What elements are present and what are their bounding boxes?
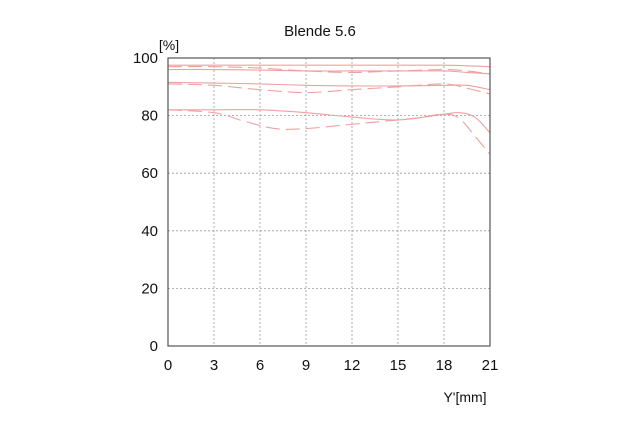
series-line-4 (167, 81, 491, 91)
y-axis-label: [%] (159, 37, 179, 53)
series-line-5 (167, 83, 491, 95)
grid (168, 58, 490, 346)
series-line-3 (167, 68, 491, 75)
x-tick-label: 0 (164, 357, 172, 374)
series-line-2 (167, 65, 491, 75)
x-tick-label: 3 (210, 357, 218, 374)
x-tick-label: 18 (436, 357, 453, 374)
plot-frame (167, 57, 491, 347)
y-tick-label: 60 (141, 165, 158, 182)
x-tick-label: 9 (302, 357, 310, 374)
series-group (167, 64, 491, 155)
series-line-7 (167, 109, 491, 155)
series-line-1 (168, 64, 491, 68)
x-tick-label: 21 (482, 357, 499, 374)
y-tick-label: 0 (150, 338, 158, 355)
chart-title: Blende 5.6 (284, 23, 356, 40)
tick-labels: 0 3 6 9 12 15 18 21 0 20 40 60 80 100 (133, 50, 498, 374)
series-line-6 (167, 109, 491, 134)
y-tick-label: 40 (141, 223, 158, 240)
y-tick-label: 100 (133, 50, 158, 67)
x-tick-label: 12 (344, 357, 361, 374)
y-tick-label: 20 (141, 280, 158, 297)
y-tick-label: 80 (141, 108, 158, 125)
x-tick-label: 6 (256, 357, 264, 374)
x-axis-label: Y'[mm] (443, 389, 486, 405)
x-tick-label: 15 (390, 357, 407, 374)
